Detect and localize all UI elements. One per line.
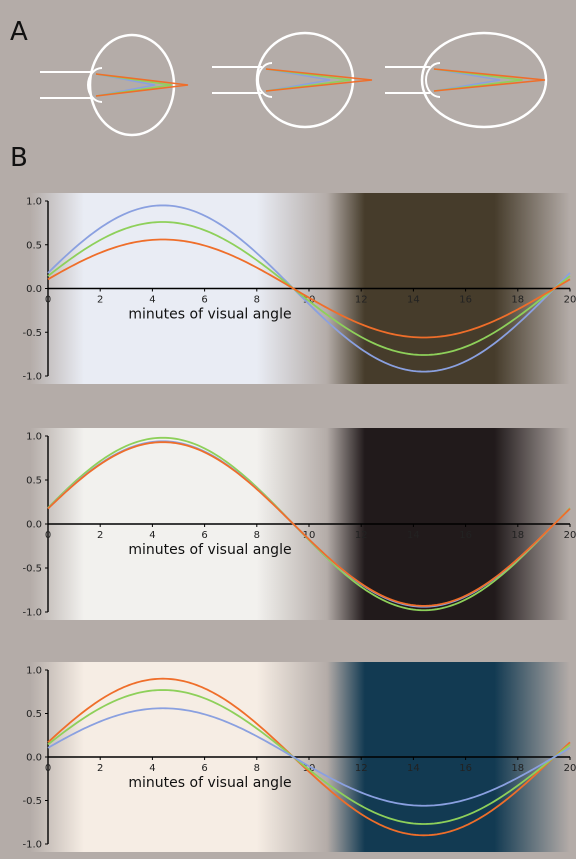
y-tick-label: 1.0 bbox=[26, 432, 42, 443]
x-tick-label: 6 bbox=[201, 295, 207, 306]
panel-b-label: B bbox=[10, 143, 28, 173]
x-tick-label: 6 bbox=[201, 530, 207, 541]
x-tick-label: 4 bbox=[149, 295, 155, 306]
x-axis-label: minutes of visual angle bbox=[128, 542, 291, 558]
orange-ray bbox=[265, 68, 373, 92]
x-tick-label: 18 bbox=[511, 530, 524, 541]
series-line-2 bbox=[47, 689, 571, 825]
x-tick-label: 14 bbox=[407, 530, 420, 541]
x-tick-label: 20 bbox=[564, 530, 576, 541]
y-tick-label: -0.5 bbox=[22, 796, 42, 807]
cornea bbox=[87, 67, 103, 103]
y-tick-label: -1.0 bbox=[22, 608, 42, 619]
x-tick-label: 20 bbox=[564, 295, 576, 306]
y-tick-label: 0.5 bbox=[26, 476, 42, 487]
x-tick-label: 20 bbox=[564, 763, 576, 774]
eye-diagram-3 bbox=[385, 31, 548, 129]
chart-3: 1.00.50.0-0.5-1.00 2 4 6 8 10 12 14 16 18 20minute… bbox=[22, 662, 576, 852]
x-tick-label: 14 bbox=[407, 295, 420, 306]
y-tick-label: 0.0 bbox=[26, 284, 42, 295]
y-tick-label: 1.0 bbox=[26, 197, 42, 208]
eyeball bbox=[420, 31, 548, 129]
panel-a-label: A bbox=[10, 17, 28, 47]
y-tick-label: 1.0 bbox=[26, 666, 42, 677]
y-tick-label: 0.0 bbox=[26, 520, 42, 531]
x-tick-label: 12 bbox=[355, 763, 368, 774]
chart-2: 1.0 0.5 0.0 -0.5 -1.0 0 2 4 6 8 10 12 14 16 18 20 minute… bbox=[22, 428, 576, 620]
x-tick-label: 8 bbox=[254, 530, 260, 541]
x-tick-label: 16 bbox=[459, 530, 472, 541]
x-tick-label: 6 bbox=[201, 763, 207, 774]
x-tick-label: 4 bbox=[149, 763, 155, 774]
y-tick-label: 0.5 bbox=[26, 709, 42, 720]
eye-diagram-2 bbox=[212, 31, 373, 129]
x-tick-label: 12 bbox=[355, 295, 368, 306]
series-line-3 bbox=[47, 441, 571, 607]
charts-group: 1.00.50.0-0.5-1.00 2 4 6 8 10 12 14 16 18 20minute… bbox=[22, 193, 576, 852]
eyeball bbox=[88, 33, 176, 137]
green-ray bbox=[433, 68, 523, 92]
green-ray bbox=[95, 73, 172, 97]
cornea bbox=[425, 62, 441, 98]
green-ray bbox=[265, 68, 352, 92]
eye-diagram-1 bbox=[40, 33, 189, 137]
x-tick-label: 0 bbox=[45, 763, 51, 774]
x-tick-label: 10 bbox=[303, 530, 316, 541]
x-tick-label: 8 bbox=[254, 763, 260, 774]
x-axis-label: minutes of visual angle bbox=[128, 307, 291, 323]
series-line-2 bbox=[47, 221, 571, 356]
orange-ray bbox=[95, 73, 189, 97]
x-tick-label: 2 bbox=[97, 295, 103, 306]
series-line-3 bbox=[47, 707, 571, 807]
x-tick-label: 0 bbox=[45, 530, 51, 541]
orange-ray bbox=[433, 68, 546, 92]
x-tick-label: 8 bbox=[254, 295, 260, 306]
x-tick-label: 18 bbox=[511, 295, 524, 306]
eyeball bbox=[255, 31, 355, 129]
x-tick-label: 12 bbox=[355, 530, 368, 541]
x-tick-label: 2 bbox=[97, 763, 103, 774]
x-tick-label: 14 bbox=[407, 763, 420, 774]
blue-ray bbox=[265, 68, 331, 92]
y-tick-label: 0.5 bbox=[26, 240, 42, 251]
blue-ray bbox=[433, 68, 501, 92]
chart-1: 1.00.50.0-0.5-1.00 2 4 6 8 10 12 14 16 18 20minute… bbox=[22, 193, 576, 384]
x-tick-label: 0 bbox=[45, 295, 51, 306]
series-line-1 bbox=[47, 204, 571, 373]
eye-diagrams bbox=[40, 31, 548, 137]
x-tick-label: 4 bbox=[149, 530, 155, 541]
x-axis-label: minutes of visual angle bbox=[128, 775, 291, 791]
series-line-3 bbox=[47, 238, 571, 339]
y-tick-label: -1.0 bbox=[22, 372, 42, 383]
y-tick-label: -0.5 bbox=[22, 564, 42, 575]
x-tick-label: 16 bbox=[459, 295, 472, 306]
y-tick-label: 0.0 bbox=[26, 753, 42, 764]
y-tick-label: -1.0 bbox=[22, 840, 42, 851]
series-line-1 bbox=[47, 677, 571, 837]
cornea bbox=[257, 62, 273, 98]
x-tick-label: 16 bbox=[459, 763, 472, 774]
y-tick-label: -0.5 bbox=[22, 328, 42, 339]
x-tick-label: 18 bbox=[511, 763, 524, 774]
x-tick-label: 2 bbox=[97, 530, 103, 541]
